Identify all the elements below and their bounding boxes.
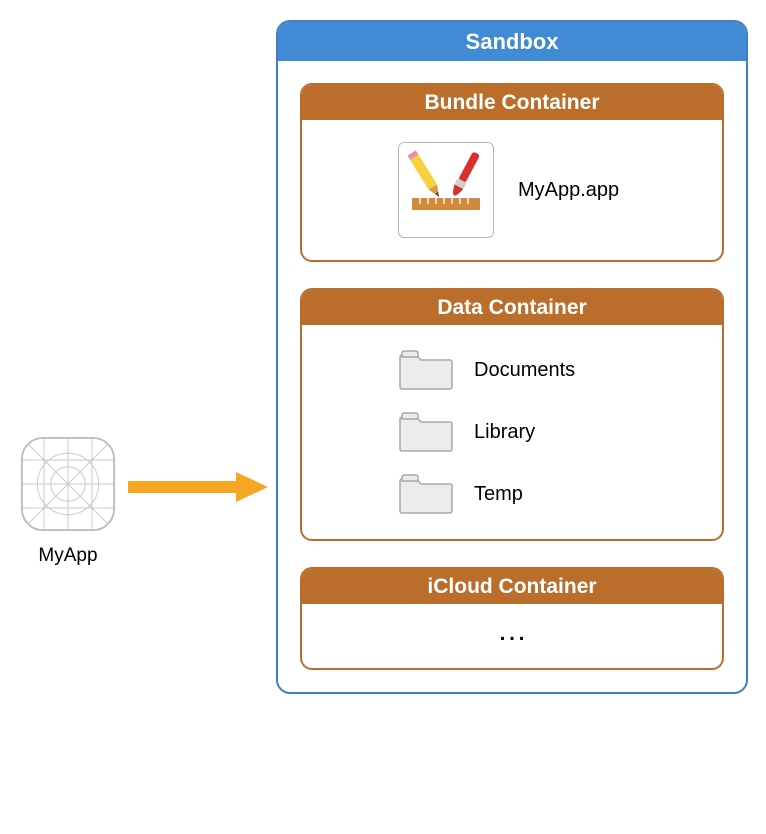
data-container-title: Data Container [302,290,722,325]
icloud-ellipsis: … [302,604,722,668]
icloud-container: iCloud Container … [300,567,724,670]
folder-label: Documents [474,359,575,382]
sandbox-title: Sandbox [278,22,746,61]
bundle-container-body: MyApp.app [302,120,722,260]
bundle-container: Bundle Container [300,83,724,262]
bundle-row: MyApp.app [324,142,700,238]
data-container-body: Documents Library Temp [302,325,722,539]
folder-icon [398,471,454,517]
app-node: MyApp [20,436,116,567]
diagram-canvas: MyApp Sandbox Bundle Container [0,0,766,834]
app-label: MyApp [20,545,116,567]
folder-row: Temp [398,471,700,517]
app-bundle-icon [398,142,494,238]
app-blueprint-icon [20,436,116,532]
folder-label: Library [474,421,535,444]
bundle-app-label: MyApp.app [518,179,619,202]
icloud-container-title: iCloud Container [302,569,722,604]
arrow-icon [128,472,268,502]
folder-row: Library [398,409,700,455]
folder-icon [398,347,454,393]
sandbox-body: Bundle Container [278,61,746,692]
folder-icon [398,409,454,455]
folder-row: Documents [398,347,700,393]
data-container: Data Container Documents Library Temp [300,288,724,541]
folder-label: Temp [474,483,523,506]
sandbox-container: Sandbox Bundle Container [276,20,748,694]
bundle-container-title: Bundle Container [302,85,722,120]
